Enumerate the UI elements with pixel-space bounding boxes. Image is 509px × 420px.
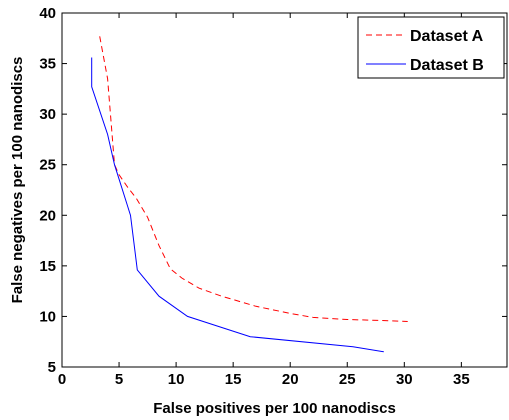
x-tick-label: 0 xyxy=(58,371,66,388)
ticks xyxy=(61,12,507,368)
x-tick-label: 25 xyxy=(339,371,356,388)
legend: Dataset A Dataset B xyxy=(357,16,505,79)
plot-lines xyxy=(91,36,408,353)
x-tick-label: 5 xyxy=(115,371,123,388)
legend-label-dataset-a: Dataset A xyxy=(410,28,484,45)
legend-box xyxy=(357,16,505,79)
y-tick-label: 35 xyxy=(39,56,56,73)
y-tick-label: 25 xyxy=(39,157,56,174)
y-tick-label: 40 xyxy=(39,5,56,22)
y-tick-label: 15 xyxy=(39,258,56,275)
y-axis-label: False negatives per 100 nanodiscs xyxy=(9,57,26,304)
x-tick-label: 30 xyxy=(396,371,413,388)
x-tick-label: 10 xyxy=(168,371,185,388)
y-tick-label: 30 xyxy=(39,106,56,123)
series-line-dataset-b xyxy=(91,57,384,353)
x-tick-label: 15 xyxy=(225,371,242,388)
y-tick-label: 5 xyxy=(48,359,56,376)
y-tick-label: 20 xyxy=(39,207,56,224)
legend-label-dataset-b: Dataset B xyxy=(410,57,484,74)
y-tick-label: 10 xyxy=(39,308,56,325)
series-line-dataset-a xyxy=(99,36,408,322)
x-axis-label: False positives per 100 nanodiscs xyxy=(153,400,396,417)
plot-frame xyxy=(61,12,508,368)
x-tick-label: 35 xyxy=(453,371,470,388)
x-tick-label: 20 xyxy=(282,371,299,388)
